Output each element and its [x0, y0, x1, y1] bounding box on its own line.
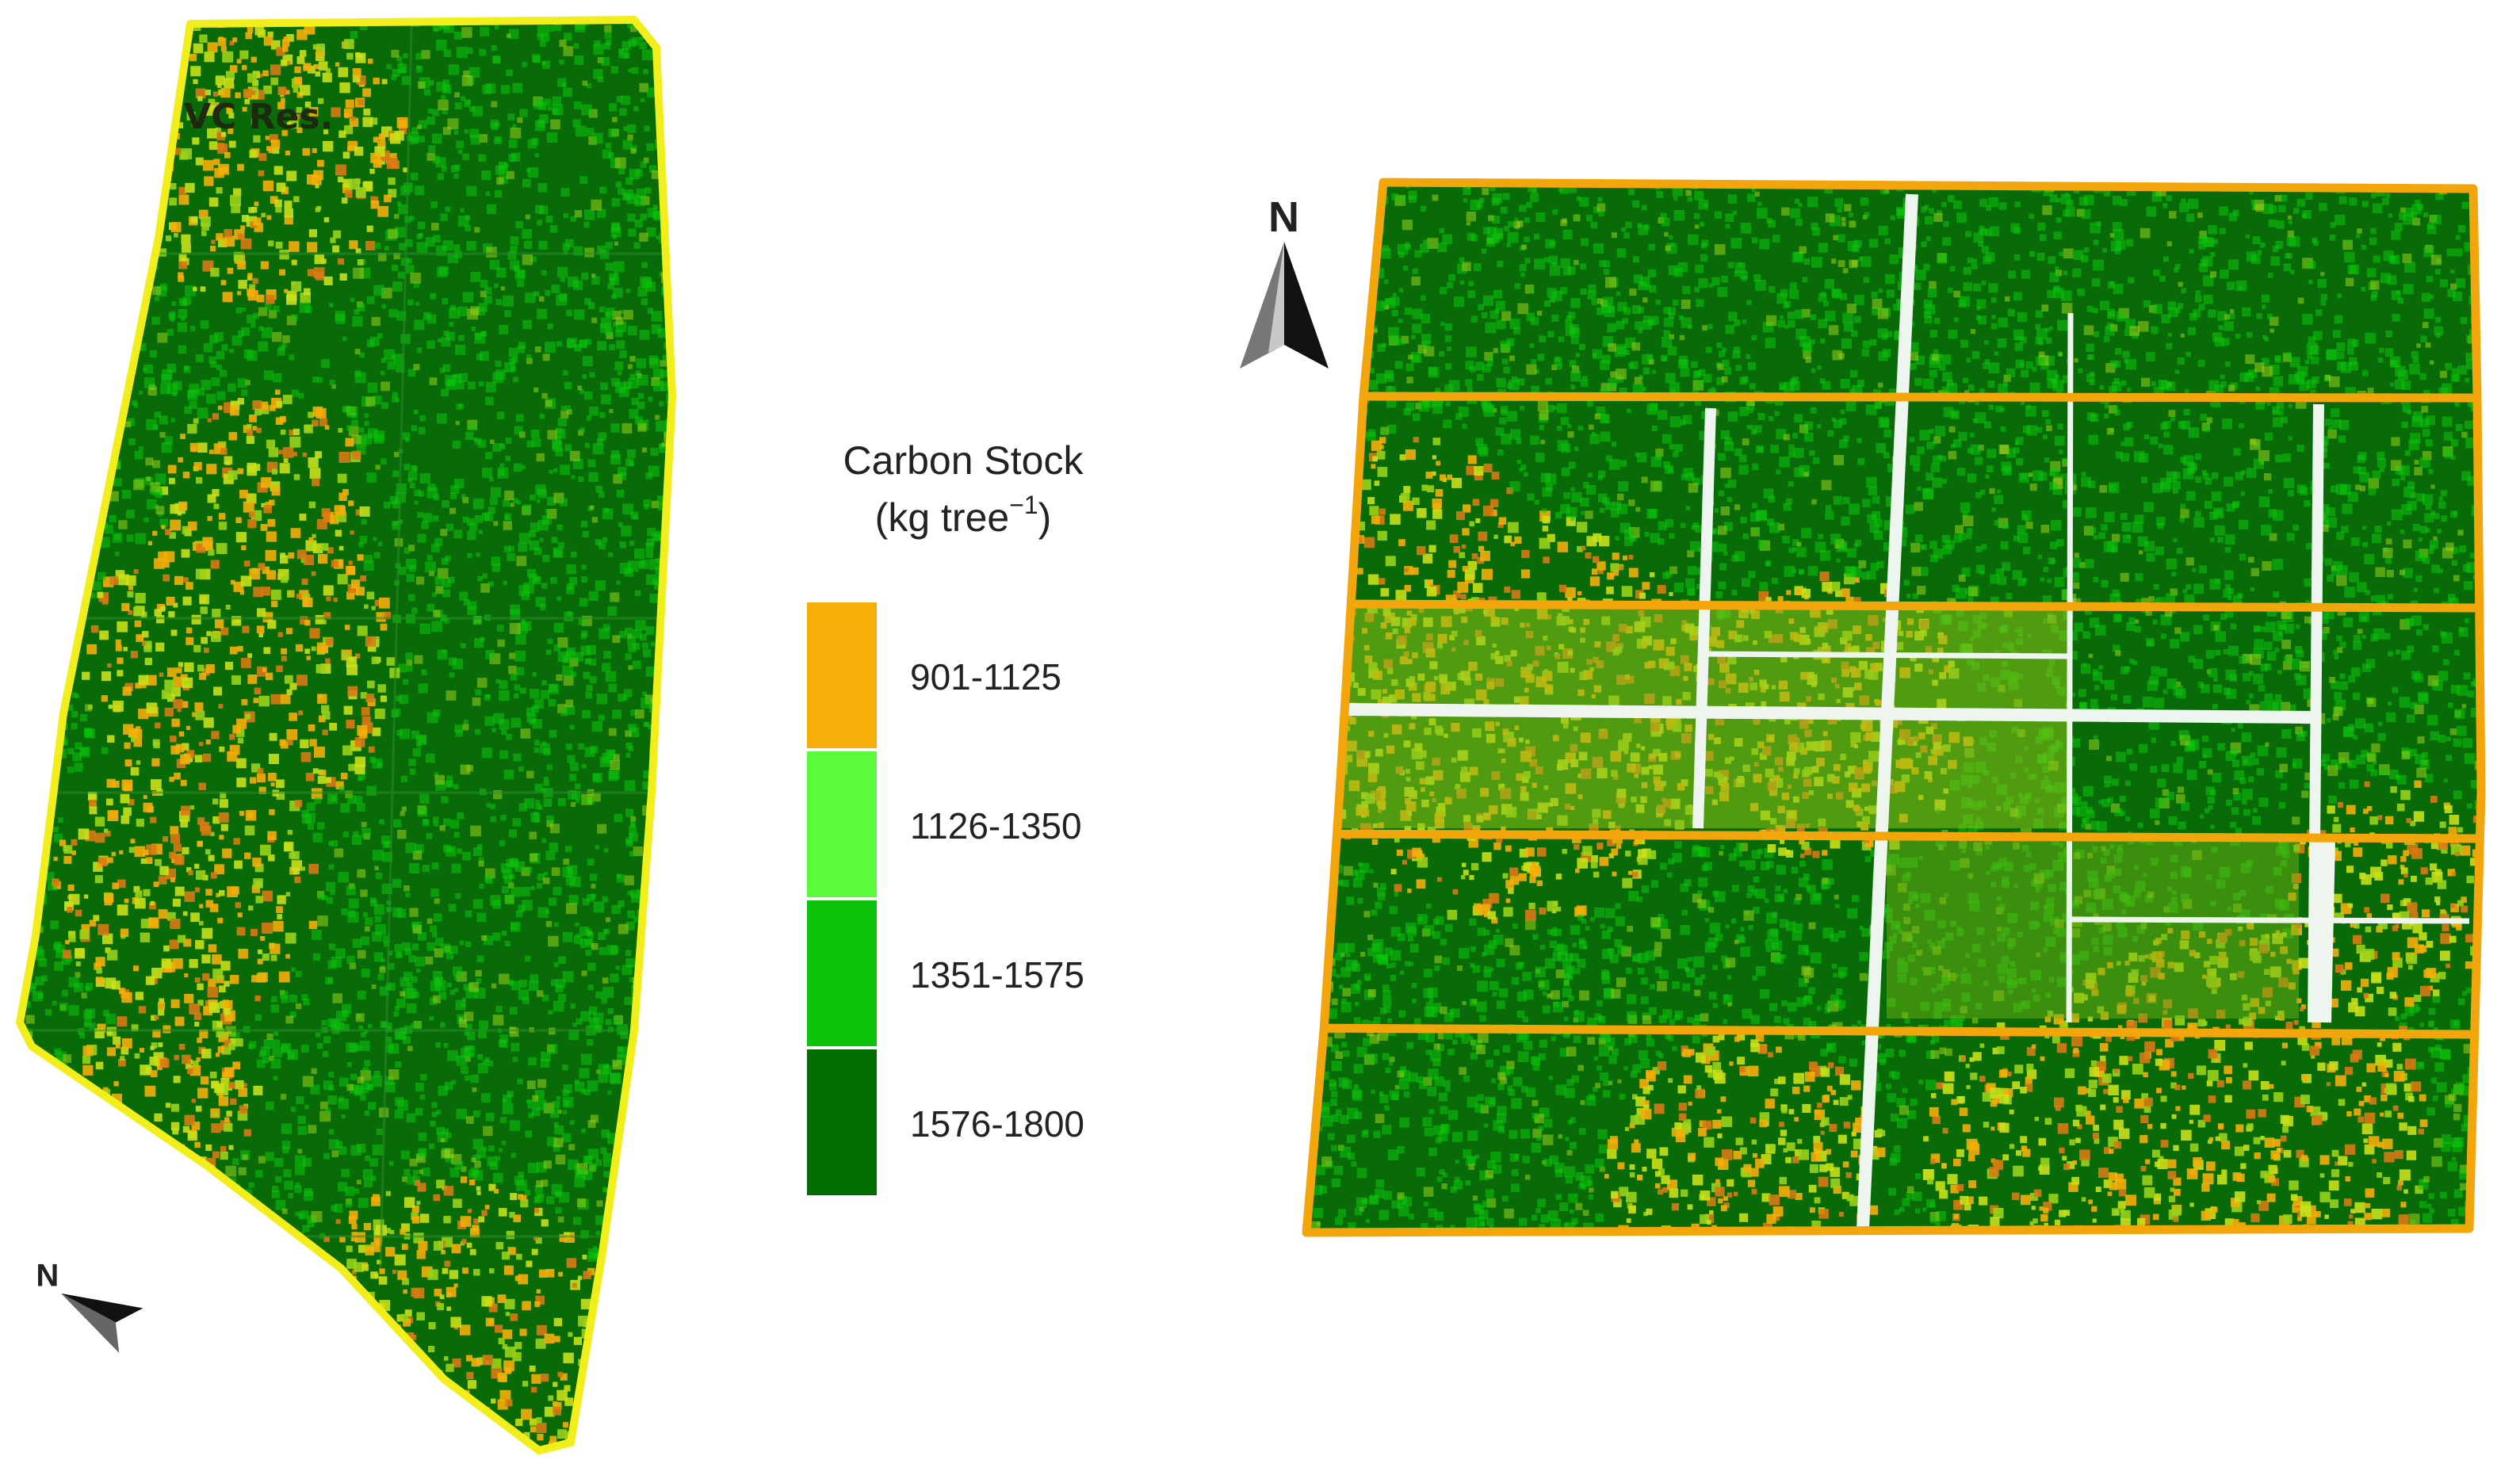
legend-unit-exponent: −1: [1009, 491, 1038, 519]
legend-label-2: 1126-1350: [910, 805, 1082, 847]
legend-swatch-3: [807, 900, 877, 1046]
legend-swatch-4: [807, 1049, 877, 1195]
left-north-letter: N: [36, 1258, 59, 1293]
right-north-letter: N: [1268, 193, 1299, 241]
right-map-roads: [1347, 193, 2470, 1229]
left-carbon-map: VC Res. N: [16, 16, 676, 1454]
right-map-outline: [1302, 178, 2486, 1237]
reserve-label: VC Res.: [184, 97, 333, 137]
left-north-arrow-icon: N: [36, 1258, 143, 1354]
legend-label-3: 1351-1575: [910, 954, 1084, 996]
legend-classes: 901-1125 1126-1350 1351-1575 1576-1800: [807, 602, 1084, 1195]
legend-swatch-2: [807, 751, 877, 897]
right-north-arrow-icon: [1240, 242, 1329, 369]
legend-title-line1: Carbon Stock: [843, 438, 1084, 483]
legend-label-4: 1576-1800: [910, 1103, 1084, 1145]
right-map-block-bands: [1307, 392, 2481, 1039]
left-map-outline: [16, 16, 676, 1454]
carbon-stock-legend: Carbon Stock (kg tree−1) 901-1125 1126-13…: [807, 438, 1084, 1195]
legend-title-line2: (kg tree−1): [875, 491, 1052, 540]
legend-label-1: 901-1125: [910, 656, 1061, 697]
right-carbon-map: N: [1240, 178, 2486, 1237]
legend-unit-main: (kg tree: [875, 495, 1010, 540]
legend-swatch-1: [807, 602, 877, 748]
legend-unit-close: ): [1038, 495, 1052, 540]
right-lime-block: [1887, 836, 2299, 1018]
